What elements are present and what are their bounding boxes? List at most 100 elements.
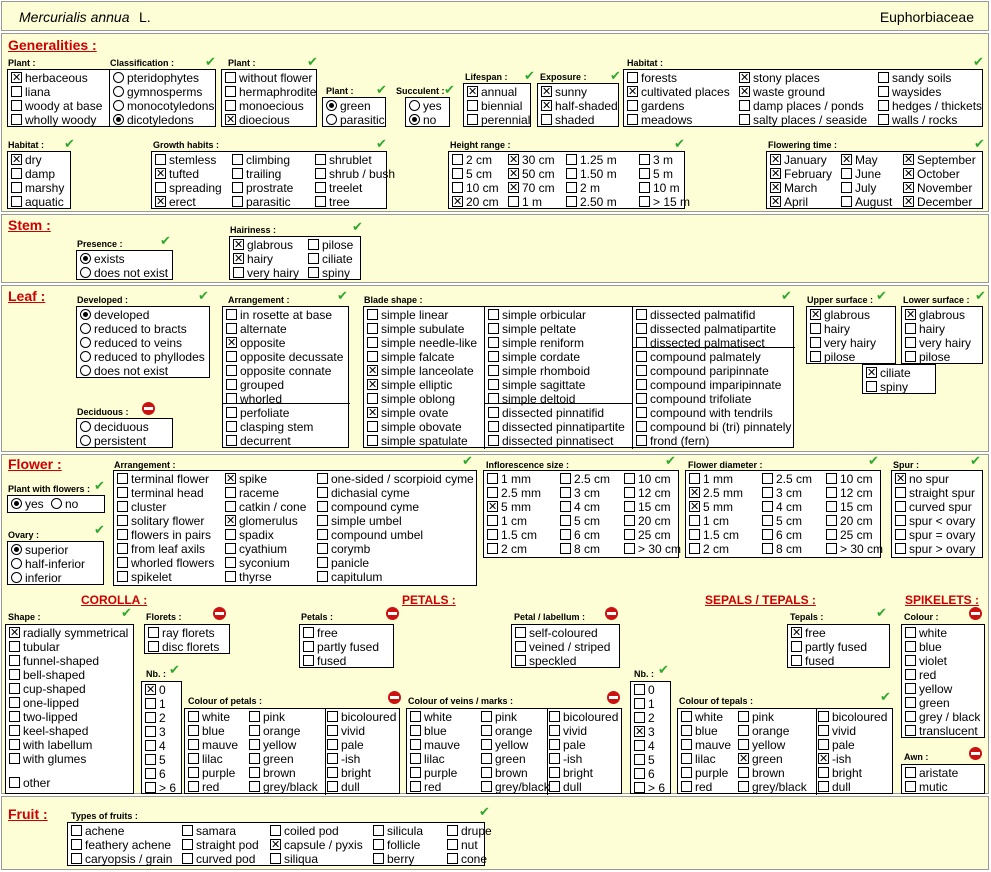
checkbox-empty-icon[interactable] bbox=[317, 515, 328, 526]
checkbox-empty-icon[interactable] bbox=[188, 767, 199, 778]
checkbox-empty-icon[interactable] bbox=[905, 627, 916, 638]
radio-empty-icon[interactable] bbox=[80, 435, 91, 446]
radio-empty-icon[interactable] bbox=[113, 100, 124, 111]
checkbox-empty-icon[interactable] bbox=[634, 712, 645, 723]
checkbox-empty-icon[interactable] bbox=[249, 767, 260, 778]
checkbox-empty-icon[interactable] bbox=[145, 712, 156, 723]
checkbox-checked-icon[interactable]: ✕ bbox=[452, 195, 463, 208]
checkbox-empty-icon[interactable] bbox=[9, 725, 20, 736]
checkbox-empty-icon[interactable] bbox=[689, 543, 700, 554]
checkbox-checked-icon[interactable]: ✕ bbox=[634, 725, 645, 738]
radio-selected-icon[interactable] bbox=[113, 114, 124, 125]
checkbox-empty-icon[interactable] bbox=[9, 777, 20, 788]
checkbox-empty-icon[interactable] bbox=[225, 100, 236, 111]
checkbox-empty-icon[interactable] bbox=[11, 100, 22, 111]
checkbox-checked-icon[interactable]: ✕ bbox=[467, 85, 478, 98]
checkbox-empty-icon[interactable] bbox=[410, 711, 421, 722]
checkbox-empty-icon[interactable] bbox=[560, 515, 571, 526]
checkbox-empty-icon[interactable] bbox=[303, 627, 314, 638]
checkbox-empty-icon[interactable] bbox=[11, 86, 22, 97]
checkbox-empty-icon[interactable] bbox=[367, 309, 378, 320]
checkbox-empty-icon[interactable] bbox=[226, 435, 237, 446]
checkbox-empty-icon[interactable] bbox=[226, 421, 237, 432]
checkbox-empty-icon[interactable] bbox=[627, 100, 638, 111]
checkbox-empty-icon[interactable] bbox=[818, 711, 829, 722]
checkbox-empty-icon[interactable] bbox=[148, 641, 159, 652]
checkbox-empty-icon[interactable] bbox=[317, 529, 328, 540]
checkbox-empty-icon[interactable] bbox=[636, 337, 647, 348]
radio-selected-icon[interactable] bbox=[11, 544, 22, 555]
checkbox-empty-icon[interactable] bbox=[627, 72, 638, 83]
checkbox-empty-icon[interactable] bbox=[841, 182, 852, 193]
checkbox-empty-icon[interactable] bbox=[71, 853, 82, 864]
checkbox-empty-icon[interactable] bbox=[249, 753, 260, 764]
checkbox-checked-icon[interactable]: ✕ bbox=[145, 683, 156, 696]
checkbox-empty-icon[interactable] bbox=[681, 711, 692, 722]
checkbox-empty-icon[interactable] bbox=[188, 739, 199, 750]
checkbox-empty-icon[interactable] bbox=[905, 641, 916, 652]
checkbox-empty-icon[interactable] bbox=[317, 557, 328, 568]
checkbox-empty-icon[interactable] bbox=[681, 767, 692, 778]
checkbox-checked-icon[interactable]: ✕ bbox=[367, 406, 378, 419]
checkbox-empty-icon[interactable] bbox=[232, 154, 243, 165]
checkbox-empty-icon[interactable] bbox=[905, 767, 916, 778]
checkbox-empty-icon[interactable] bbox=[560, 487, 571, 498]
checkbox-checked-icon[interactable]: ✕ bbox=[903, 153, 914, 166]
checkbox-empty-icon[interactable] bbox=[182, 839, 193, 850]
checkbox-checked-icon[interactable]: ✕ bbox=[11, 153, 22, 166]
radio-empty-icon[interactable] bbox=[11, 572, 22, 583]
checkbox-checked-icon[interactable]: ✕ bbox=[841, 153, 852, 166]
checkbox-empty-icon[interactable] bbox=[895, 515, 906, 526]
checkbox-empty-icon[interactable] bbox=[810, 337, 821, 348]
checkbox-empty-icon[interactable] bbox=[866, 381, 877, 392]
checkbox-empty-icon[interactable] bbox=[639, 154, 650, 165]
radio-selected-icon[interactable] bbox=[80, 309, 91, 320]
radio-selected-icon[interactable] bbox=[11, 498, 22, 509]
checkbox-empty-icon[interactable] bbox=[810, 351, 821, 362]
checkbox-empty-icon[interactable] bbox=[762, 473, 773, 484]
checkbox-checked-icon[interactable]: ✕ bbox=[903, 181, 914, 194]
checkbox-checked-icon[interactable]: ✕ bbox=[541, 85, 552, 98]
checkbox-empty-icon[interactable] bbox=[905, 323, 916, 334]
checkbox-empty-icon[interactable] bbox=[636, 351, 647, 362]
checkbox-empty-icon[interactable] bbox=[327, 753, 338, 764]
checkbox-empty-icon[interactable] bbox=[317, 487, 328, 498]
checkbox-empty-icon[interactable] bbox=[905, 711, 916, 722]
radio-empty-icon[interactable] bbox=[80, 365, 91, 376]
radio-selected-icon[interactable] bbox=[409, 114, 420, 125]
checkbox-empty-icon[interactable] bbox=[549, 767, 560, 778]
checkbox-empty-icon[interactable] bbox=[145, 754, 156, 765]
checkbox-checked-icon[interactable]: ✕ bbox=[903, 167, 914, 180]
checkbox-empty-icon[interactable] bbox=[826, 501, 837, 512]
checkbox-empty-icon[interactable] bbox=[905, 669, 916, 680]
checkbox-empty-icon[interactable] bbox=[467, 114, 478, 125]
radio-empty-icon[interactable] bbox=[51, 498, 62, 509]
checkbox-empty-icon[interactable] bbox=[117, 515, 128, 526]
checkbox-empty-icon[interactable] bbox=[895, 501, 906, 512]
checkbox-empty-icon[interactable] bbox=[447, 853, 458, 864]
checkbox-empty-icon[interactable] bbox=[488, 421, 499, 432]
checkbox-empty-icon[interactable] bbox=[560, 473, 571, 484]
checkbox-empty-icon[interactable] bbox=[762, 543, 773, 554]
checkbox-empty-icon[interactable] bbox=[467, 100, 478, 111]
checkbox-empty-icon[interactable] bbox=[791, 641, 802, 652]
checkbox-empty-icon[interactable] bbox=[145, 726, 156, 737]
checkbox-empty-icon[interactable] bbox=[367, 337, 378, 348]
checkbox-empty-icon[interactable] bbox=[188, 753, 199, 764]
checkbox-empty-icon[interactable] bbox=[373, 839, 384, 850]
checkbox-empty-icon[interactable] bbox=[895, 529, 906, 540]
checkbox-checked-icon[interactable]: ✕ bbox=[770, 181, 781, 194]
checkbox-checked-icon[interactable]: ✕ bbox=[810, 308, 821, 321]
checkbox-empty-icon[interactable] bbox=[145, 782, 156, 793]
checkbox-empty-icon[interactable] bbox=[905, 351, 916, 362]
checkbox-empty-icon[interactable] bbox=[117, 529, 128, 540]
checkbox-empty-icon[interactable] bbox=[549, 781, 560, 792]
checkbox-empty-icon[interactable] bbox=[681, 753, 692, 764]
checkbox-empty-icon[interactable] bbox=[905, 781, 916, 792]
checkbox-empty-icon[interactable] bbox=[481, 739, 492, 750]
checkbox-empty-icon[interactable] bbox=[515, 655, 526, 666]
checkbox-empty-icon[interactable] bbox=[624, 543, 635, 554]
checkbox-empty-icon[interactable] bbox=[878, 72, 889, 83]
checkbox-checked-icon[interactable]: ✕ bbox=[487, 500, 498, 513]
checkbox-empty-icon[interactable] bbox=[226, 379, 237, 390]
